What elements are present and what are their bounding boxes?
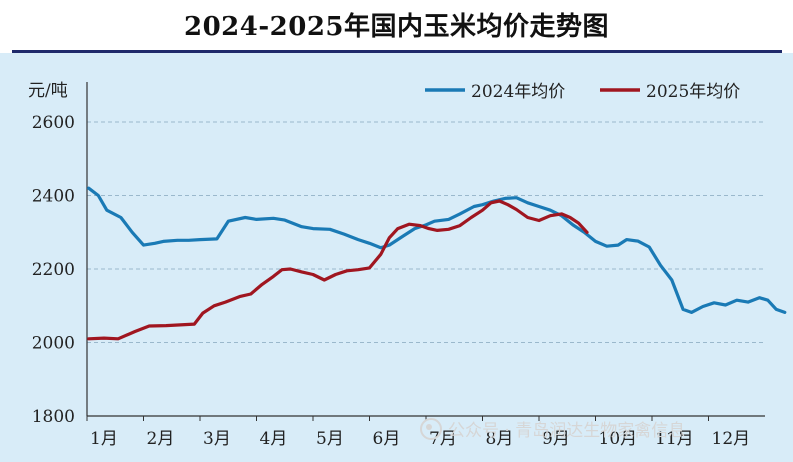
y-tick-label: 2600 <box>32 113 75 133</box>
y-tick-label: 2000 <box>32 334 75 354</box>
watermark-text: 公众号 · 青岛润达生物家禽信息 <box>448 421 686 441</box>
y-axis-label: 元/吨 <box>28 81 68 101</box>
wechat-icon <box>420 417 442 440</box>
x-tick-label: 12月 <box>712 429 751 449</box>
x-tick-label: 10月 <box>599 429 638 449</box>
x-tick-label: 8月 <box>486 429 514 449</box>
legend-label-1: 2024年均价 <box>471 82 565 102</box>
y-tick-label: 2400 <box>32 187 75 207</box>
x-tick-label: 6月 <box>373 429 401 449</box>
watermark: 公众号 · 青岛润达生物家禽信息 <box>420 416 685 441</box>
x-tick-label: 2月 <box>147 429 175 449</box>
title-divider <box>12 50 782 53</box>
x-tick-label: 4月 <box>260 429 288 449</box>
chart-background <box>0 53 793 462</box>
x-tick-label: 11月 <box>655 429 694 449</box>
x-tick-label: 1月 <box>90 429 118 449</box>
chart-title: 2024-2025年国内玉米均价走势图 <box>183 11 610 42</box>
y-tick-label: 2200 <box>32 260 75 280</box>
chart-title-bar: 2024-2025年国内玉米均价走势图 <box>0 0 793 48</box>
x-tick-label: 3月 <box>203 429 231 449</box>
legend-label-2: 2025年均价 <box>646 82 740 102</box>
series-line-2 <box>87 199 589 341</box>
x-tick-label: 9月 <box>542 429 570 449</box>
x-tick-label: 5月 <box>316 429 344 449</box>
series-line-1 <box>87 186 787 314</box>
y-tick-label: 1800 <box>32 407 75 427</box>
